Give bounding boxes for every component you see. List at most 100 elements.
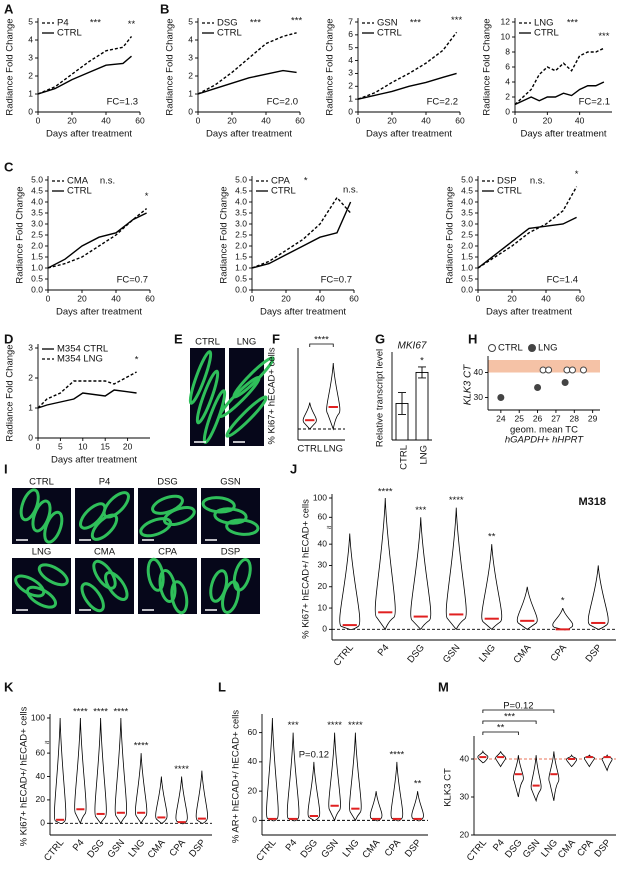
x-tick-label: 60 [575,293,585,303]
tissue [25,585,58,609]
violin [369,791,383,822]
x-tick-label: 20 [387,115,397,125]
axis-break: ≈ [327,522,332,532]
y-tick-label: 3 [28,52,33,62]
legend-label: CTRL [67,186,92,197]
error-bar [418,366,426,379]
violin [175,776,188,825]
x-axis-label: Days after treatment [56,307,142,318]
image-label: CMA [94,547,116,558]
y-tick-label: 60 [248,727,258,737]
x-tick-label: CPA [575,837,596,859]
legend-label: M354 LNG [57,354,103,365]
significance: n.s. [343,185,358,196]
x-axis-label: Days after treatment [486,307,572,318]
y-tick-label: 5.0 [461,174,473,184]
y-tick-label: 5 [28,16,33,26]
violin [286,732,300,822]
panel-letter: M [438,679,449,694]
y-tick-label: 10 [501,31,511,41]
significance: **** [73,707,88,718]
point [497,394,505,401]
tissue [43,510,64,544]
legend-label: GSN [377,18,398,29]
violin [349,732,362,822]
x-tick-label: P4 [71,837,87,853]
x-tick-label: CTRL [42,837,66,863]
y-axis-label: Radiance Fold Change [5,18,16,115]
x-tick-label: CMA [556,837,578,861]
panel-letter: B [160,1,169,16]
significance: * [135,355,139,366]
significance: **** [113,707,128,718]
comparison-bracket [482,731,519,735]
x-tick-label: 26 [533,413,543,423]
violin [339,533,361,630]
x-tick-label: 60 [455,115,465,125]
y-tick-label: 0 [322,624,327,634]
x-tick-label: 20 [543,115,553,125]
series-line [37,371,137,409]
tissue [162,505,196,527]
fold-change: FC=0.7 [321,275,352,286]
comparison-label: *** [504,712,515,723]
x-tick-label: 20 [77,293,87,303]
significance: *** [410,18,421,29]
violin [307,761,321,821]
panel-letter: L [218,679,226,694]
panel-letter: J [290,461,297,476]
fold-change: FC=1.3 [107,97,138,108]
fold-change: FC=2.1 [579,97,610,108]
y-tick-label: 0 [40,818,45,828]
significance: ** [414,779,422,790]
y-tick-label: 0 [252,815,257,825]
y-tick-label: 40 [248,756,258,766]
significance: **** [93,707,108,718]
x-tick-label: 60 [295,115,305,125]
x-tick-label: CPA [383,837,404,859]
point [534,384,542,391]
y-tick-label: 2 [188,70,193,80]
violin [495,751,506,768]
image-label: LNG [32,547,52,558]
x-tick-label: 20 [123,441,133,451]
panel-letter: D [4,331,13,346]
x-axis-label: Days after treatment [206,129,292,140]
y-tick-label: 30 [318,560,328,570]
violin [516,586,538,630]
series-line [251,201,352,269]
tissue [104,571,129,601]
tissue [139,517,173,538]
y-tick-label: 1.0 [461,262,473,272]
violin [411,791,424,822]
violin [481,544,503,630]
chart-title: M318 [578,496,606,508]
y-tick-label: 5 [348,42,353,52]
series-line [37,389,137,409]
panel-letter: I [4,461,8,476]
y-tick-label: 2.5 [235,229,247,239]
violin [552,607,574,631]
x-tick-label: DSP [583,642,604,664]
violin [135,753,148,825]
y-tick-label: 12 [501,16,511,26]
x-tick-label: 60 [145,293,155,303]
y-tick-label: 20 [36,794,46,804]
x-tick-label: DSP [187,837,208,859]
violin [94,717,107,825]
legend-label: DSP [497,176,517,187]
violin [530,755,542,803]
x-tick-label: GSN [441,642,463,665]
significance: P=0.12 [299,749,329,760]
x-tick-label: 0 [36,115,41,125]
significance: * [575,169,579,180]
y-tick-label: 3.5 [461,207,473,217]
legend-label: DSG [217,18,238,29]
violin [390,761,404,822]
y-tick-label: 0.0 [235,284,247,294]
y-tick-label: 0 [505,106,510,116]
y-tick-label: 2.0 [235,240,247,250]
violin [566,753,577,768]
bar [415,371,429,441]
legend-label: CTRL [377,28,402,39]
